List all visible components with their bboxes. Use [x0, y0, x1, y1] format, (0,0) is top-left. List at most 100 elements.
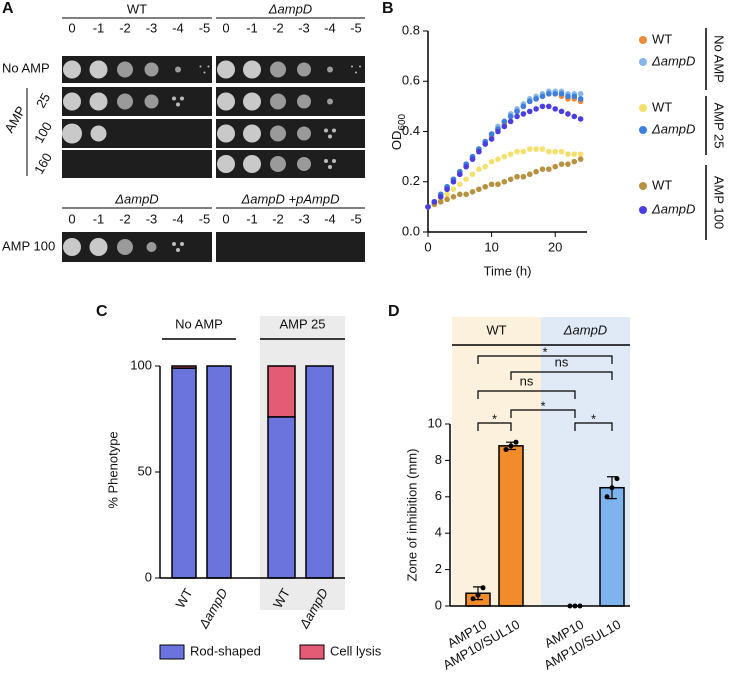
significance-label: *	[540, 398, 545, 413]
replicate-point	[508, 443, 514, 449]
group-shade	[452, 317, 541, 606]
y-axis-label-sub: 600	[397, 113, 408, 130]
colony-spot	[89, 60, 108, 79]
data-point	[526, 98, 533, 105]
dilution-label: -5	[199, 211, 211, 226]
data-point	[437, 199, 444, 205]
x-axis-label: Time (h)	[484, 263, 532, 278]
bar-segment	[206, 365, 232, 579]
data-point	[488, 131, 495, 137]
row-label: 100	[31, 119, 55, 145]
colony-spot	[328, 134, 332, 139]
dilution-label: -1	[246, 211, 258, 226]
plate-photo	[216, 56, 365, 83]
panel-label: D	[388, 303, 400, 320]
data-point	[526, 171, 533, 178]
data-point	[539, 93, 546, 100]
data-point	[526, 108, 533, 115]
legend-label: ΔampD	[651, 201, 695, 216]
x-tick-label: 0	[424, 239, 431, 254]
y-tick-label: 6	[435, 488, 442, 503]
group-label: No AMP	[175, 316, 223, 331]
dilution-label: -3	[298, 20, 310, 35]
dilution-label: 0	[222, 211, 229, 226]
data-point	[520, 111, 527, 117]
row-label: AMP 100	[2, 238, 55, 253]
colony-spot	[270, 125, 286, 142]
dilution-label: -4	[324, 20, 336, 35]
colony-spot	[297, 94, 311, 109]
data-point	[469, 189, 476, 195]
legend-marker	[639, 58, 647, 66]
data-point	[571, 151, 578, 157]
data-point	[520, 103, 527, 110]
significance-bracket	[477, 355, 613, 364]
colony-spot	[327, 66, 333, 73]
data-point	[539, 146, 546, 152]
legend-label: ΔampD	[651, 121, 695, 136]
group-label: AMP 25	[279, 316, 325, 331]
colony-spot	[207, 65, 210, 68]
data-point	[558, 161, 565, 167]
replicate-point	[503, 446, 509, 452]
y-tick-label: 0	[145, 569, 152, 584]
colony-spot	[270, 61, 286, 78]
data-point	[457, 181, 463, 188]
row-label: 25	[33, 90, 53, 110]
plate-photo	[62, 150, 212, 178]
legend-label: WT	[652, 99, 672, 114]
plate-photo	[62, 232, 212, 262]
data-point	[431, 199, 438, 205]
data-point	[469, 156, 476, 162]
data-point	[514, 148, 520, 155]
data-point	[476, 186, 482, 193]
legend-marker	[639, 126, 647, 134]
data-point	[463, 191, 469, 198]
legend-swatch	[159, 644, 185, 660]
plate-photo	[216, 150, 365, 178]
data-point	[558, 108, 565, 115]
colony-spot	[355, 71, 357, 74]
y-tick-label: 2	[435, 561, 442, 576]
colony-spot	[324, 159, 328, 163]
dilution-label: 0	[68, 211, 75, 226]
colony-spot	[199, 65, 202, 68]
dilution-label: -2	[119, 211, 131, 226]
y-tick-label: 50	[138, 463, 152, 478]
bar-segment	[305, 365, 334, 579]
group-label: ΔampD	[563, 322, 607, 337]
legend-marker	[639, 36, 647, 44]
data-point	[463, 176, 469, 183]
panel-label: B	[382, 0, 394, 17]
data-point	[488, 158, 495, 165]
colony-spot	[62, 123, 82, 144]
colony-spot	[297, 126, 311, 141]
data-point	[469, 171, 476, 178]
colony-spot	[89, 238, 108, 256]
colony-spot	[297, 62, 311, 77]
data-point	[526, 146, 533, 152]
colony-spot	[176, 102, 180, 107]
x-tick-label: 10	[484, 239, 498, 254]
data-point	[520, 173, 527, 180]
plate-photo	[62, 87, 212, 116]
data-point	[495, 156, 501, 162]
y-axis-label-main: OD	[389, 131, 404, 151]
data-point	[539, 166, 546, 172]
data-point	[577, 116, 584, 122]
colony-spot	[217, 124, 235, 143]
legend-marker	[639, 206, 647, 214]
bar	[498, 445, 524, 607]
data-point	[482, 141, 489, 147]
colony-spot	[351, 65, 353, 68]
data-point	[444, 191, 450, 198]
colony-spot	[63, 238, 81, 256]
dilution-label: -2	[119, 20, 131, 35]
data-point	[577, 96, 584, 102]
replicate-point	[609, 485, 615, 491]
dilution-label: -5	[350, 211, 362, 226]
colony-spot	[144, 94, 159, 109]
data-point	[558, 91, 565, 97]
data-point	[457, 191, 463, 198]
data-point	[514, 113, 520, 120]
